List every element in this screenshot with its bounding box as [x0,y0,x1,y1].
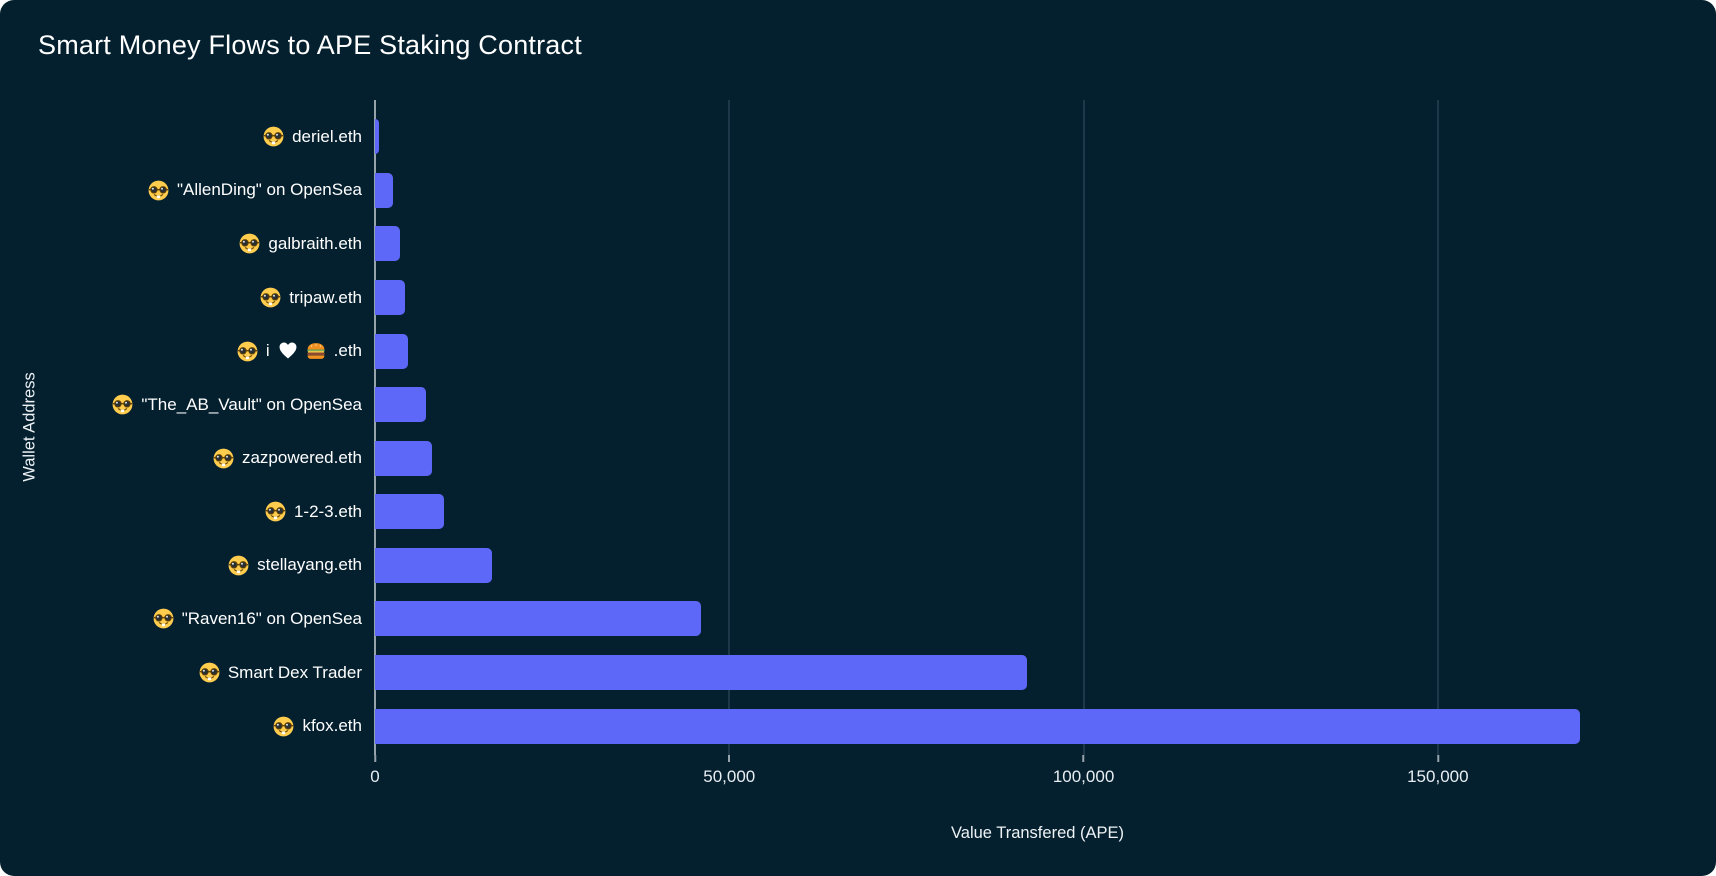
nerd-emoji-icon [265,501,286,522]
x-tick-mark [1436,755,1439,762]
plot-area: deriel.eth "AllenDing" on OpenSea galbrait… [0,100,1700,755]
bar[interactable] [375,172,393,208]
x-tick: 50,000 [703,755,755,787]
chart-title: Smart Money Flows to APE Staking Contrac… [38,30,582,60]
wallet-label: tripaw.eth [0,287,375,308]
bar[interactable] [375,601,701,637]
bar[interactable] [375,387,426,423]
wallet-label-text: i [265,341,270,361]
wallet-label: "AllenDing" on OpenSea [0,180,375,201]
wallet-label-text: tripaw.eth [289,287,362,307]
x-tick-label: 100,000 [1052,767,1115,786]
wallet-label: 1-2-3.eth [0,501,375,522]
chart-row: "Raven16" on OpenSea [0,592,1700,646]
nerd-emoji-icon [112,394,133,415]
x-tick-label: 50,000 [703,767,756,786]
gridline [728,100,731,755]
x-tick-label: 0 [370,767,380,786]
wallet-label-text: "The_AB_Vault" on OpenSea [141,394,362,414]
chart-row: i .eth [0,324,1700,378]
wallet-label: "Raven16" on OpenSea [0,608,375,629]
burger-emoji-icon [306,341,326,361]
bar[interactable] [375,494,445,530]
bar-track [375,378,1700,432]
bar-track [375,324,1700,378]
chart-row: deriel.eth [0,110,1700,164]
x-tick-label: 150,000 [1407,767,1469,786]
x-tick: 0 [370,755,380,787]
nerd-emoji-icon [273,716,294,737]
bar[interactable] [375,226,400,262]
wallet-label-text: "AllenDing" on OpenSea [176,180,362,200]
bar-track [375,431,1700,485]
x-tick: 100,000 [1053,755,1114,787]
x-tick-mark [728,755,731,762]
nerd-emoji-icon [199,662,220,683]
wallet-label-text: kfox.eth [302,716,362,736]
wallet-label: zazpowered.eth [0,448,375,469]
nerd-emoji-icon [213,448,234,469]
wallet-label: kfox.eth [0,716,375,737]
wallet-label: i .eth [0,341,375,362]
x-axis-title: Value Transfered (APE) [950,824,1125,842]
chart-row: 1-2-3.eth [0,485,1700,539]
chart-row: tripaw.eth [0,271,1700,325]
nerd-emoji-icon [263,126,284,147]
bar[interactable] [375,280,405,316]
bar-track [375,110,1700,164]
chart-row: zazpowered.eth [0,431,1700,485]
grid-layer [374,100,1700,755]
bar[interactable] [375,440,432,476]
chart-row: Smart Dex Trader [0,646,1700,700]
nerd-emoji-icon [237,341,258,362]
wallet-label-text: deriel.eth [292,126,362,146]
x-tick: 150,000 [1407,755,1469,787]
bar-track [375,485,1700,539]
chart-row: "AllenDing" on OpenSea [0,164,1700,218]
bar-track [375,539,1700,593]
wallet-label: galbraith.eth [0,233,375,254]
bar-track [375,164,1700,218]
chart-row: "The_AB_Vault" on OpenSea [0,378,1700,432]
bar[interactable] [375,708,1580,744]
bar-rows: deriel.eth "AllenDing" on OpenSea galbrait… [0,110,1700,753]
y-axis-line [374,100,376,755]
bar[interactable] [375,333,408,369]
bar-track [375,217,1700,271]
x-tick-mark [1082,755,1085,762]
wallet-label-text: stellayang.eth [257,555,362,575]
bar-track [375,271,1700,325]
chart-row: galbraith.eth [0,217,1700,271]
bar-track [375,699,1700,753]
chart-row: kfox.eth [0,699,1700,753]
wallet-label: "The_AB_Vault" on OpenSea [0,394,375,415]
wallet-label-text: 1-2-3.eth [293,501,362,521]
wallet-label-text: galbraith.eth [268,233,362,253]
gridline [1082,100,1085,755]
nerd-emoji-icon [260,287,281,308]
x-tick-mark [374,755,376,762]
chart-row: stellayang.eth [0,539,1700,593]
nerd-emoji-icon [239,233,260,254]
heart-emoji-icon [278,341,298,361]
bar[interactable] [375,547,492,583]
wallet-label-text: zazpowered.eth [241,448,362,468]
wallet-label-text: "Raven16" on OpenSea [181,608,362,628]
gridline [1436,100,1439,755]
wallet-label-text: .eth [333,341,362,361]
wallet-label: stellayang.eth [0,555,375,576]
wallet-label: Smart Dex Trader [0,662,375,683]
bar[interactable] [375,655,1027,691]
bar-track [375,646,1700,700]
nerd-emoji-icon [148,180,169,201]
nerd-emoji-icon [153,608,174,629]
wallet-label-text: Smart Dex Trader [227,662,362,682]
x-axis-ticks: 0 50,000 100,000 150,000 [370,755,1700,797]
nerd-emoji-icon [228,555,249,576]
bar[interactable] [375,119,379,155]
bar-track [375,592,1700,646]
wallet-label: deriel.eth [0,126,375,147]
